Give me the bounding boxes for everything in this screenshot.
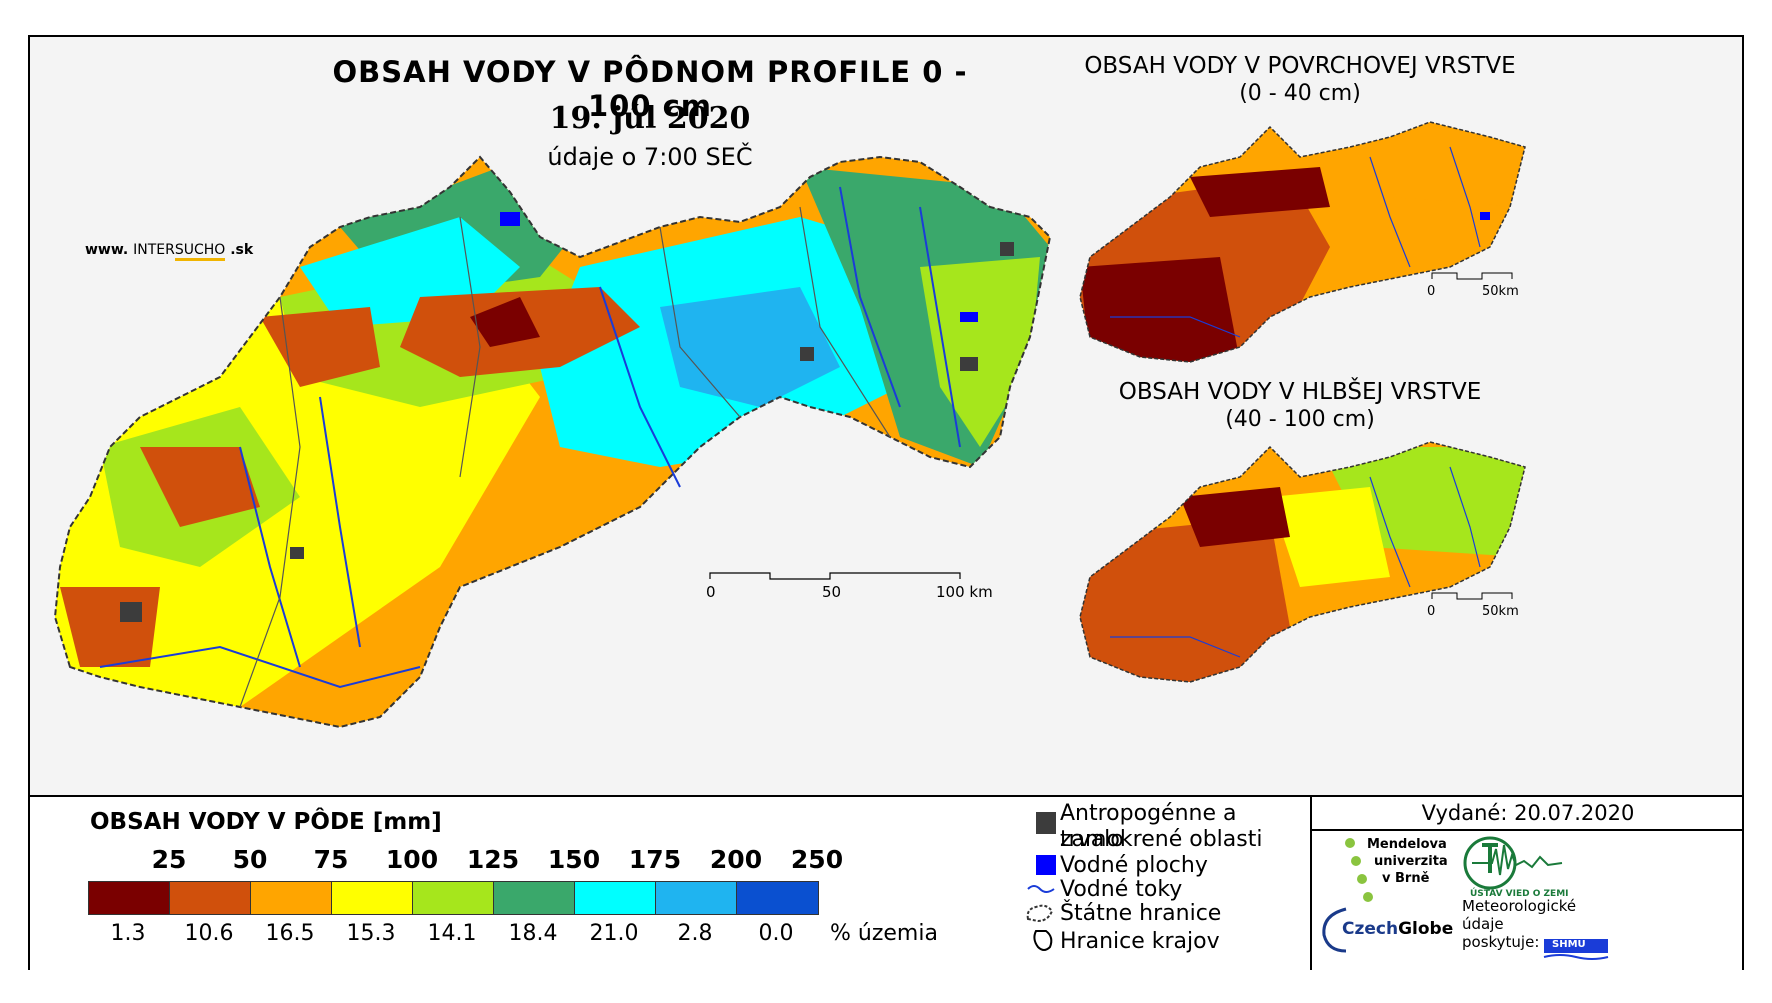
legend-threshold: 100 — [385, 845, 439, 874]
legend-percent: 21.0 — [589, 921, 639, 946]
river-icon — [1027, 885, 1055, 893]
main-scale-label-50: 50 — [822, 583, 842, 601]
legend-percent: 16.5 — [265, 921, 315, 946]
uvz-logo-icon — [1463, 836, 1563, 890]
legend-threshold: 200 — [709, 845, 763, 874]
legend-swatch — [656, 882, 737, 914]
meteo-credit-line3: poskytuje: — [1462, 933, 1540, 951]
shmu-logo-icon — [1543, 939, 1609, 960]
deep-scale-label-50: 50km — [1482, 604, 1519, 619]
legend-percent: 10.6 — [184, 921, 234, 946]
surface-map-range: (0 - 40 cm) — [1239, 81, 1361, 106]
main-map-title: OBSAH VODY V PÔDNOM PROFILE 0 - 100 cm — [332, 55, 968, 123]
main-scale-label-0: 0 — [706, 583, 716, 601]
mendel-logo-line3: v Brně — [1382, 871, 1430, 886]
legend-swatch — [413, 882, 494, 914]
surface-scale-label-0: 0 — [1427, 284, 1436, 299]
legend-percent: 18.4 — [508, 921, 558, 946]
surface-soil-moisture-map — [1079, 121, 1526, 363]
mendel-university-logo-icon — [1345, 838, 1373, 902]
legend-percent: 14.1 — [427, 921, 477, 946]
legend-threshold: 75 — [313, 845, 349, 874]
symbol-label-region-border: Hranice krajov — [1060, 929, 1220, 954]
shmu-logo-text: SHMÚ — [1552, 939, 1586, 950]
region-border-icon — [1033, 930, 1053, 951]
issued-date: Vydané: 20.07.2020 — [1312, 797, 1744, 831]
surface-scale-bar — [1431, 272, 1513, 280]
mendel-logo-line1: Mendelova — [1367, 837, 1447, 852]
deep-map-title: OBSAH VODY V HLBŠEJ VRSTVE — [1118, 379, 1482, 405]
main-map-time-note: údaje o 7:00 SEČ — [547, 143, 753, 171]
legend-percent-unit: % územia — [830, 921, 938, 946]
credits-panel: Vydané: 20.07.2020 Mendelova univerzita … — [1310, 797, 1744, 970]
map-frame: OBSAH VODY V PÔDNOM PROFILE 0 - 100 cm 1… — [28, 35, 1744, 970]
main-scale-label-100: 100 km — [936, 583, 993, 601]
legend-threshold: 150 — [547, 845, 601, 874]
legend-percent: 15.3 — [346, 921, 396, 946]
symbol-legend: Antropogénne a trvalo zamokrené oblasti … — [1026, 797, 1300, 970]
website-link[interactable]: www. INTERSUCHO .sk — [85, 242, 254, 261]
legend-threshold: 175 — [628, 845, 682, 874]
legend-percent: 1.3 — [110, 921, 146, 946]
legend-threshold: 250 — [790, 845, 844, 874]
symbol-label-anthropogenic: Antropogénne a trvalo — [1060, 801, 1237, 852]
deep-map-range: (40 - 100 cm) — [1225, 407, 1375, 432]
legend-color-bar — [88, 881, 819, 915]
legend-swatch — [89, 882, 170, 914]
legend-swatch — [737, 882, 818, 914]
czechglobe-arc-icon — [1322, 907, 1347, 953]
czechglobe-logo: CzechGlobe — [1342, 919, 1453, 939]
legend-title: OBSAH VODY V PÔDE [mm] — [90, 809, 442, 835]
meteo-credit-line2: údaje — [1462, 915, 1504, 933]
website-prefix: www. — [85, 242, 129, 258]
legend-swatch — [494, 882, 575, 914]
legend-thresholds: 25 50 75 100 125 150 175 200 250 — [88, 845, 843, 875]
map-area: OBSAH VODY V PÔDNOM PROFILE 0 - 100 cm 1… — [30, 37, 1742, 795]
deep-soil-moisture-map — [1079, 441, 1526, 683]
website-suffix: .sk — [230, 242, 254, 258]
legend-percent: 0.0 — [758, 921, 794, 946]
czechglobe-logo-a: Czech — [1342, 919, 1399, 939]
legend-threshold: 50 — [232, 845, 268, 874]
legend-threshold: 125 — [466, 845, 520, 874]
deep-scale-label-0: 0 — [1427, 604, 1436, 619]
main-soil-moisture-map — [53, 155, 1052, 729]
symbol-label-water: Vodné plochy — [1060, 853, 1208, 878]
surface-map-title: OBSAH VODY V POVRCHOVEJ VRSTVE — [1084, 53, 1516, 79]
water-body-icon — [1036, 855, 1056, 875]
legend-swatch — [575, 882, 656, 914]
deep-scale-bar — [1431, 592, 1513, 600]
website-brand-a: INTER — [133, 242, 175, 258]
surface-scale-label-50: 50km — [1482, 284, 1519, 299]
legend-panel: OBSAH VODY V PÔDE [mm] 25 50 75 100 125 … — [30, 795, 1744, 970]
legend-threshold: 25 — [151, 845, 187, 874]
czechglobe-logo-b: Globe — [1398, 919, 1454, 939]
legend-swatch — [170, 882, 251, 914]
anthropogenic-area-icon — [1036, 812, 1056, 834]
symbol-label-anthropogenic-2: zamokrené oblasti — [1060, 827, 1263, 852]
legend-swatch — [332, 882, 413, 914]
main-map-date: 19. júl 2020 — [549, 101, 751, 136]
legend-percent: 2.8 — [677, 921, 713, 946]
mendel-logo-line2: univerzita — [1374, 854, 1448, 869]
main-scale-bar — [709, 572, 961, 580]
meteo-credit-line1: Meteorologické — [1462, 897, 1577, 915]
symbol-label-state-border: Štátne hranice — [1060, 901, 1222, 926]
legend-swatch — [251, 882, 332, 914]
website-brand-b: SUCHO — [174, 242, 226, 261]
state-border-icon — [1026, 904, 1054, 923]
symbol-label-river: Vodné toky — [1060, 877, 1183, 902]
uvz-logo-text: ÚSTAV VIED O ZEMI — [1470, 889, 1569, 899]
